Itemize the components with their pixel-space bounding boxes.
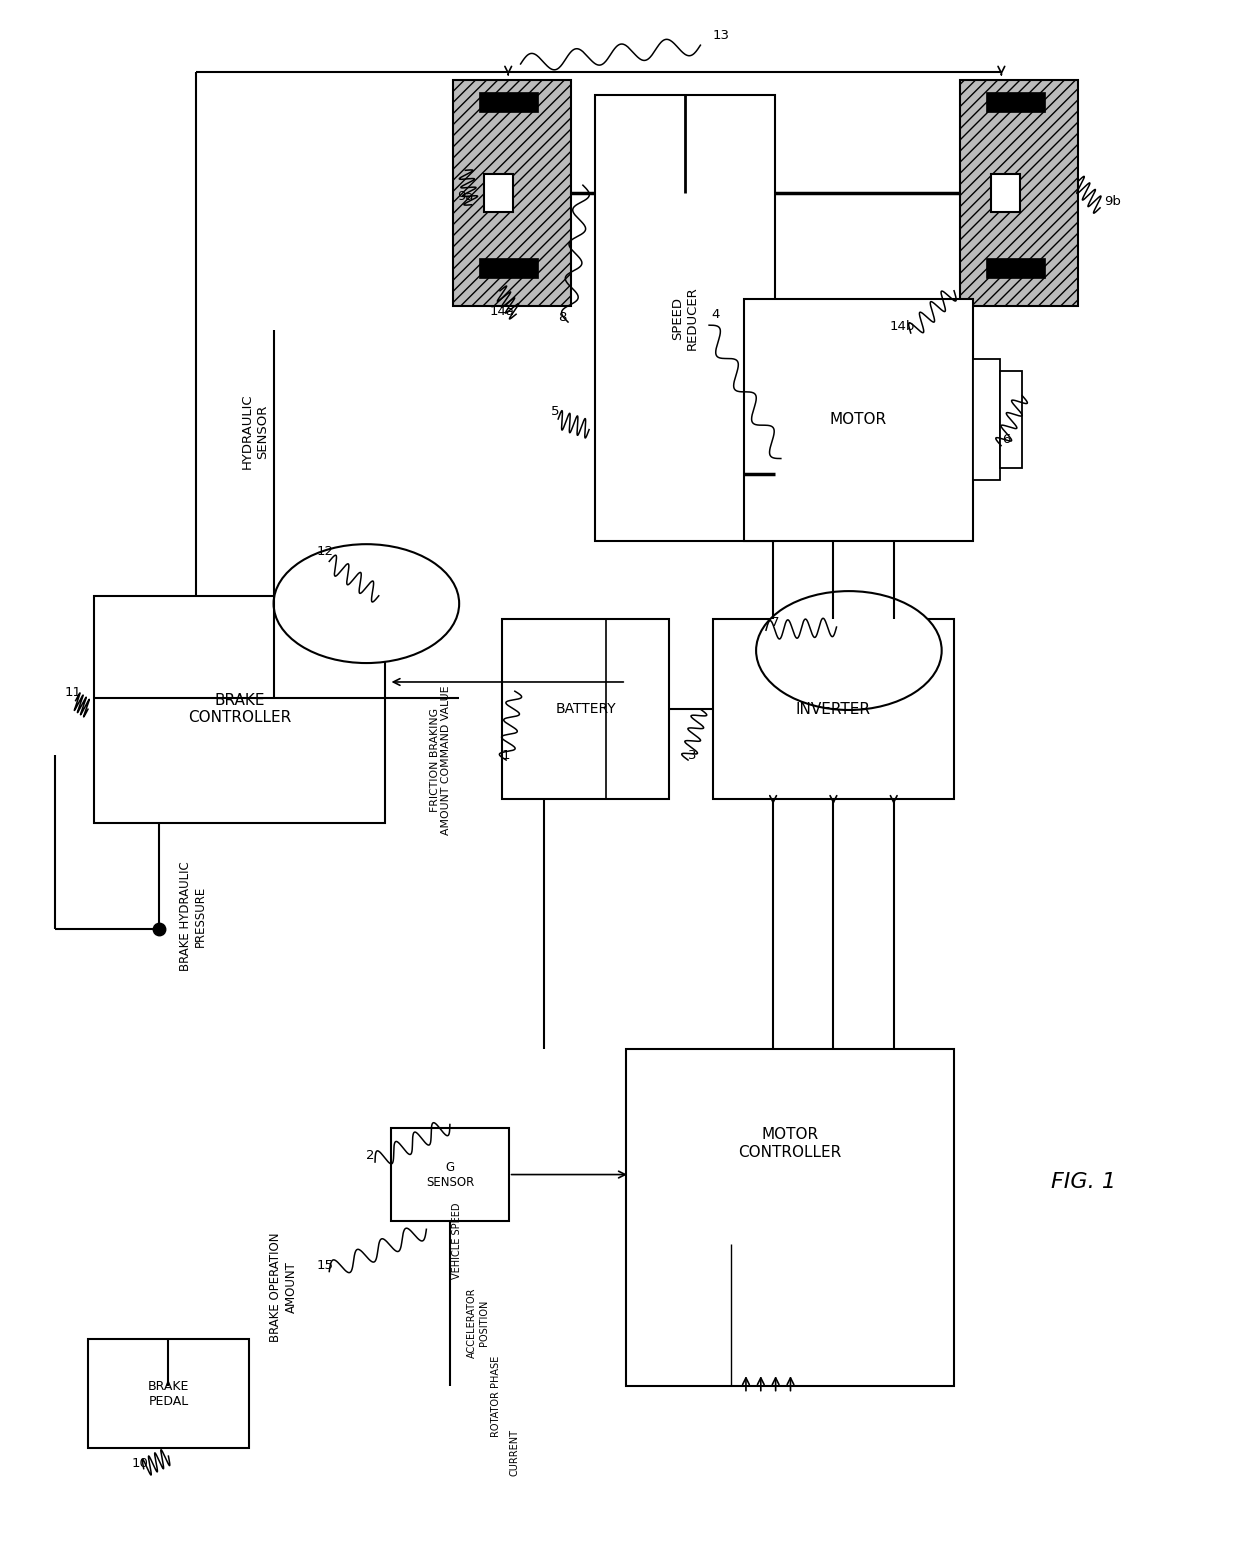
Bar bbox=[479, 92, 538, 113]
Bar bbox=[391, 1128, 508, 1222]
Text: 15: 15 bbox=[317, 1258, 334, 1272]
Bar bbox=[960, 80, 1078, 307]
Text: 8: 8 bbox=[558, 310, 565, 324]
Bar bbox=[986, 92, 1045, 113]
Text: 9b: 9b bbox=[1104, 196, 1121, 208]
Text: 12: 12 bbox=[317, 545, 334, 558]
Bar bbox=[479, 259, 538, 279]
Text: 13: 13 bbox=[713, 30, 730, 42]
Text: BRAKE HYDRAULIC
PRESSURE: BRAKE HYDRAULIC PRESSURE bbox=[179, 862, 207, 972]
Bar bbox=[453, 80, 570, 307]
Text: INVERTER: INVERTER bbox=[796, 702, 870, 716]
Text: 14b: 14b bbox=[889, 320, 915, 334]
Text: ROTATOR PHASE: ROTATOR PHASE bbox=[491, 1355, 501, 1437]
Text: SPEED
REDUCER: SPEED REDUCER bbox=[671, 287, 699, 349]
Text: 9a: 9a bbox=[458, 191, 474, 204]
Bar bbox=[94, 595, 384, 823]
Bar bbox=[999, 371, 1022, 469]
Text: FRICTION BRAKING
AMOUNT COMMAND VALUE: FRICTION BRAKING AMOUNT COMMAND VALUE bbox=[430, 685, 451, 835]
Text: 2: 2 bbox=[366, 1149, 374, 1163]
Bar bbox=[960, 80, 1078, 307]
Bar bbox=[595, 96, 775, 541]
Text: FIG. 1: FIG. 1 bbox=[1052, 1172, 1116, 1192]
Text: 7: 7 bbox=[770, 616, 779, 628]
Text: BRAKE
PEDAL: BRAKE PEDAL bbox=[148, 1379, 190, 1407]
Text: 14a: 14a bbox=[490, 304, 515, 318]
Bar bbox=[88, 1338, 249, 1448]
Ellipse shape bbox=[274, 544, 459, 663]
Text: MOTOR
CONTROLLER: MOTOR CONTROLLER bbox=[739, 1127, 842, 1160]
Text: CURRENT: CURRENT bbox=[510, 1429, 520, 1476]
Bar bbox=[972, 359, 999, 481]
Text: MOTOR: MOTOR bbox=[830, 412, 887, 428]
Text: HYDRAULIC
SENSOR: HYDRAULIC SENSOR bbox=[241, 393, 269, 470]
Text: 10: 10 bbox=[131, 1457, 149, 1470]
Text: 6: 6 bbox=[1002, 432, 1011, 447]
Bar bbox=[713, 619, 954, 799]
Bar bbox=[626, 1050, 954, 1385]
Bar bbox=[453, 80, 570, 307]
Text: VEHICLE SPEED: VEHICLE SPEED bbox=[451, 1202, 461, 1279]
Bar bbox=[502, 619, 670, 799]
Bar bbox=[991, 174, 1021, 212]
Text: 1: 1 bbox=[502, 749, 511, 762]
Text: 4: 4 bbox=[711, 307, 719, 321]
Text: G
SENSOR: G SENSOR bbox=[425, 1161, 474, 1188]
Text: BRAKE
CONTROLLER: BRAKE CONTROLLER bbox=[188, 693, 291, 726]
Bar bbox=[744, 299, 972, 541]
Text: 11: 11 bbox=[64, 686, 82, 699]
Text: 5: 5 bbox=[552, 404, 560, 418]
Text: ACCELERATOR
POSITION: ACCELERATOR POSITION bbox=[467, 1288, 489, 1359]
Text: BRAKE OPERATION
AMOUNT: BRAKE OPERATION AMOUNT bbox=[269, 1232, 298, 1341]
Ellipse shape bbox=[756, 591, 941, 710]
Bar bbox=[484, 174, 513, 212]
Bar bbox=[986, 259, 1045, 279]
Text: BATTERY: BATTERY bbox=[556, 702, 616, 716]
Text: 3: 3 bbox=[687, 749, 696, 762]
